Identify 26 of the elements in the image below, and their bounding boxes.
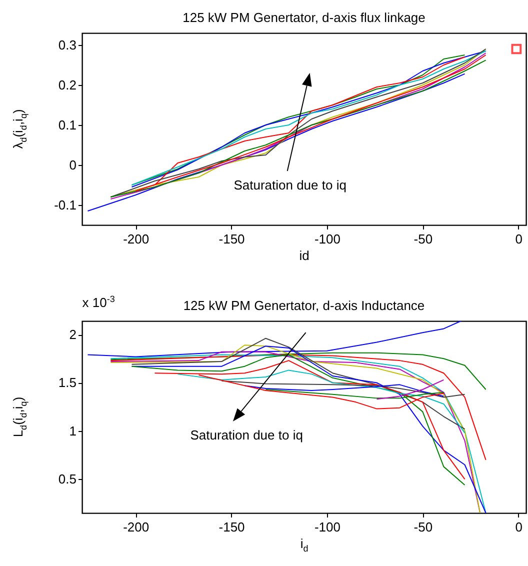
y-tick-label: 0 [69,158,76,172]
x-tick-label: 0 [515,232,522,246]
x-tick-label: -150 [218,232,245,246]
text: x 10$^{-3}$ [82,294,115,310]
x-tick-label: -150 [218,520,245,534]
y-tick-label: 2 [69,327,76,342]
x-tick-label: -50 [414,232,433,246]
y-tick-label: 0.2 [58,78,76,92]
y-tick-label: 0.3 [58,38,76,52]
y-tick-label: -0.1 [54,198,76,212]
x-axis-title: id [299,248,310,264]
x-tick-label: -50 [414,520,433,534]
chart-title: 125 kW PM Genertator, d-axis Inductance [183,298,425,313]
x-axis-title: i$_{d}$ [300,536,308,554]
y-tick-label: 0.5 [58,472,76,487]
x-tick-label: -200 [123,520,150,534]
chart-title: 125 kW PM Genertator, d-axis flux linkage [182,10,426,25]
y-tick-label: 0.1 [58,118,76,132]
y-tick-label: 1.5 [58,375,76,390]
x-tick-label: 0 [515,520,522,534]
annotation: Saturation due to iq [190,427,303,442]
x-tick-label: -100 [314,520,340,534]
y-tick-label: 1 [69,423,76,438]
x-tick-label: -100 [314,232,340,246]
x-tick-label: -200 [123,232,150,246]
annotation: Saturation due to iq [234,177,346,192]
